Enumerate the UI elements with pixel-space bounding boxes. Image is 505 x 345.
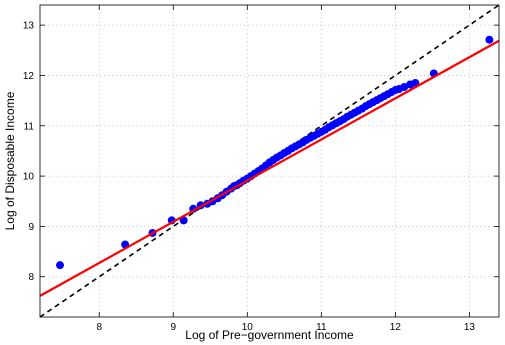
plot-frame <box>39 4 500 318</box>
fit-line <box>39 39 500 297</box>
y-tick-label: 8 <box>28 272 34 283</box>
x-axis-label: Log of Pre−government Income <box>185 328 354 342</box>
y-tick-label: 13 <box>23 21 35 32</box>
y-tick-label: 10 <box>23 172 35 183</box>
x-tick-label: 12 <box>390 322 402 333</box>
grid-lines <box>40 5 499 317</box>
x-axis-ticks: 8 9 10 11 12 13 <box>96 5 475 333</box>
y-tick-label: 9 <box>28 222 34 233</box>
x-tick-label: 8 <box>96 322 102 333</box>
x-tick-label: 9 <box>170 322 176 333</box>
reference-line <box>39 4 500 318</box>
x-tick-label: 11 <box>316 322 327 333</box>
y-axis-ticks: 8 9 10 11 12 13 <box>23 21 499 283</box>
x-tick-label: 10 <box>242 322 254 333</box>
fit-line-group <box>39 39 500 297</box>
data-point <box>55 261 64 270</box>
data-point <box>485 35 494 44</box>
reference-line-group <box>39 4 500 318</box>
y-axis-label: Log of Disposable Income <box>3 91 17 230</box>
y-tick-label: 12 <box>23 71 35 82</box>
x-tick-label: 13 <box>464 322 476 333</box>
y-tick-label: 11 <box>24 121 35 132</box>
